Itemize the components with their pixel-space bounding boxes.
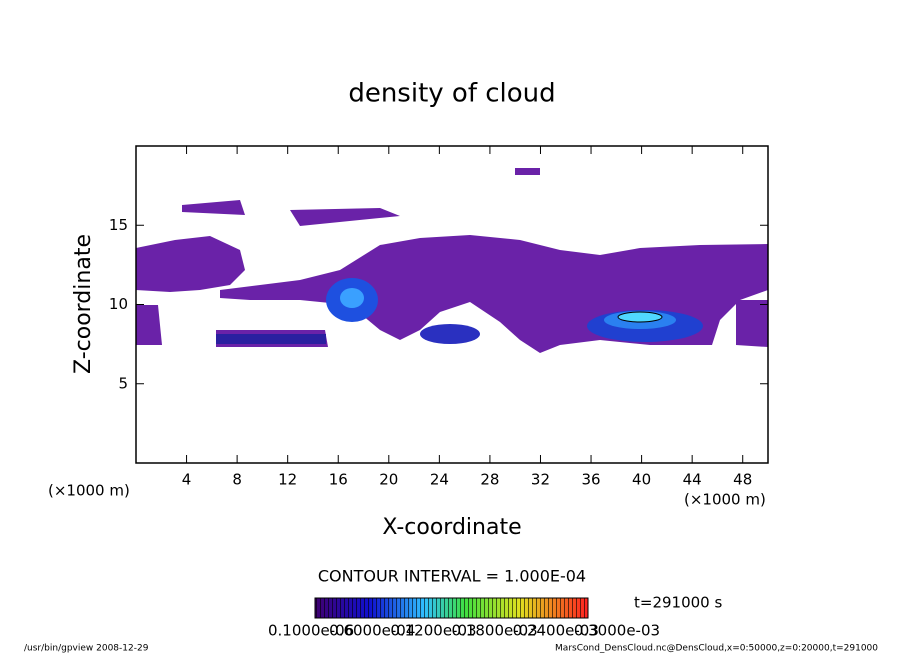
cloud-core xyxy=(216,334,326,344)
x-tick-label: 44 xyxy=(683,471,702,489)
x-tick-label: 32 xyxy=(531,471,550,489)
footer: /usr/bin/gpview 2008-12-29 xyxy=(24,644,149,654)
colorbar-label: 0.2400e-03 xyxy=(513,622,599,640)
x-tick-label: 8 xyxy=(232,471,242,489)
x-unit: (×1000 m) xyxy=(48,482,130,500)
y-axis-label: Z-coordinate xyxy=(71,234,96,374)
x-tick-label: 48 xyxy=(733,471,752,489)
x-tick-label: 20 xyxy=(379,471,398,489)
x-axis-label: X-coordinate xyxy=(382,515,521,540)
cloud-core xyxy=(340,288,364,308)
x-unit: (×1000 m) xyxy=(684,491,766,509)
colorbar-label: 0.6000e-04 xyxy=(329,622,415,640)
chart-title: density of cloud xyxy=(348,79,555,109)
x-tick-label: 12 xyxy=(278,471,297,489)
x-tick-label: 40 xyxy=(632,471,651,489)
contour-interval: CONTOUR INTERVAL = 1.000E-04 xyxy=(318,567,586,586)
cloud-region xyxy=(182,168,540,226)
y-tick-label: 10 xyxy=(109,295,128,313)
colorbar-label: 0.1200e-03 xyxy=(390,622,476,640)
y-tick-label: 5 xyxy=(118,374,128,392)
x-tick-label: 16 xyxy=(329,471,348,489)
time-label: t=291000 s xyxy=(634,594,722,612)
y-tick-label: 15 xyxy=(109,216,128,234)
x-tick-label: 4 xyxy=(182,471,192,489)
cloud-core xyxy=(420,324,480,344)
x-tick-label: 36 xyxy=(581,471,600,489)
colorbar-label: 0.3000e-03 xyxy=(574,622,660,640)
cloud-core xyxy=(617,311,663,323)
footer: MarsCond_DensCloud.nc@DensCloud,x=0:5000… xyxy=(555,644,878,654)
colorbar-stripes xyxy=(314,597,589,619)
colorbar-label: 0.1800e-03 xyxy=(452,622,538,640)
colorbar-label: 0.1000e-06 xyxy=(268,622,354,640)
x-tick-label: 24 xyxy=(430,471,449,489)
x-tick-label: 28 xyxy=(480,471,499,489)
cloud-field xyxy=(136,168,768,353)
cloud-region xyxy=(136,236,245,292)
